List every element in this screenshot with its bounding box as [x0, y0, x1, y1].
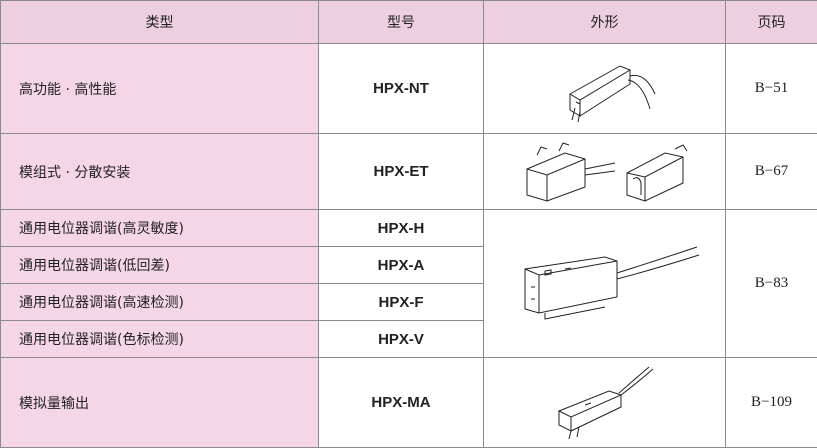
model-cell: HPX-F — [318, 283, 484, 321]
type-cell: 通用电位器调谐(色标检测) — [0, 320, 319, 358]
sensor-drawing — [526, 141, 687, 202]
row: 通用电位器调谐(高灵敏度) HPX-H B−83 — [0, 209, 817, 358]
page-cell: B−83 — [725, 209, 817, 358]
model-cell: HPX-A — [318, 246, 484, 284]
row: 模拟量输出 HPX-MA B−109 — [0, 357, 817, 448]
header-cell: 外形 — [483, 0, 726, 44]
sensor-drawing — [524, 246, 699, 320]
model-cell: HPX-MA — [318, 357, 484, 448]
model-cell: HPX-H — [318, 209, 484, 247]
type-cell: 模拟量输出 — [0, 357, 319, 448]
page-cell: B−67 — [725, 133, 817, 210]
row: 通用电位器调谐(高速检测) HPX-F — [0, 283, 817, 321]
image-cell — [483, 133, 726, 210]
type-cell: 通用电位器调谐(高速检测) — [0, 283, 319, 321]
image-cell — [483, 43, 726, 134]
sensor-drawing — [568, 64, 655, 122]
header-cell: 类型 — [0, 0, 319, 44]
row: 高功能 · 高性能 HPX-NT B−51 — [0, 43, 817, 134]
row: 通用电位器调谐(低回差) HPX-A — [0, 246, 817, 284]
header-row: 类型 型号 外形 页码 — [0, 0, 817, 44]
type-cell: 高功能 · 高性能 — [0, 43, 319, 134]
sensor-drawing — [557, 366, 653, 439]
row: 模组式 · 分散安装 HPX-ET B−67 — [0, 133, 817, 210]
image-cell — [483, 209, 726, 358]
row: 通用电位器调谐(色标检测) HPX-V — [0, 320, 817, 358]
type-cell: 通用电位器调谐(低回差) — [0, 246, 319, 284]
model-cell: HPX-V — [318, 320, 484, 358]
type-cell: 通用电位器调谐(高灵敏度) — [0, 209, 319, 247]
type-cell: 模组式 · 分散安装 — [0, 133, 319, 210]
page-cell: B−109 — [725, 357, 817, 448]
page-cell: B−51 — [725, 43, 817, 134]
image-cell — [483, 357, 726, 448]
model-cell: HPX-ET — [318, 133, 484, 210]
header-cell: 型号 — [318, 0, 484, 44]
model-cell: HPX-NT — [318, 43, 484, 134]
header-cell: 页码 — [725, 0, 817, 44]
